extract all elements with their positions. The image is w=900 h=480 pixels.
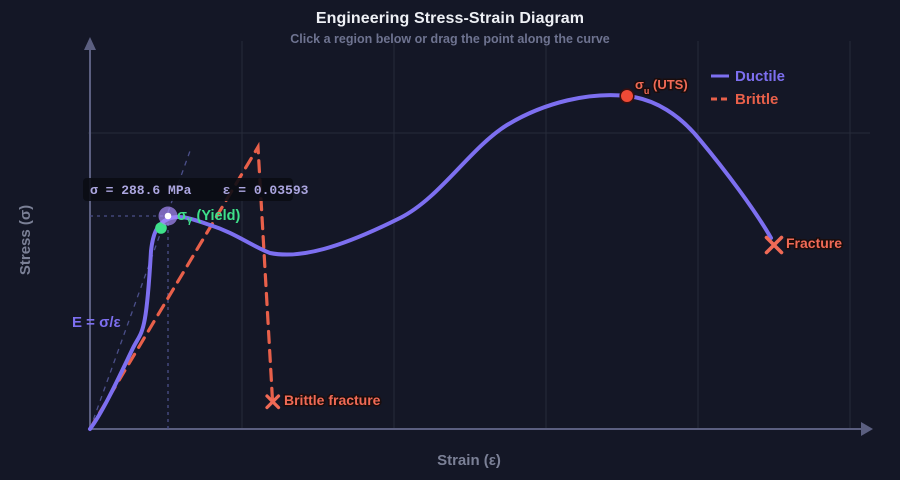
svg-text:σ = 288.6 MPa ε = 0.03593: σ = 288.6 MPa ε = 0.03593 xyxy=(90,183,309,198)
svg-text:Ductile: Ductile xyxy=(735,68,785,85)
svg-text:σu (UTS): σu (UTS) xyxy=(635,77,688,96)
svg-text:Fracture: Fracture xyxy=(786,235,842,251)
svg-text:Brittle fracture: Brittle fracture xyxy=(284,392,381,408)
svg-text:σγ (Yield): σγ (Yield) xyxy=(177,208,240,226)
svg-text:Strain (ε): Strain (ε) xyxy=(437,452,501,469)
svg-text:Brittle: Brittle xyxy=(735,91,778,108)
svg-text:E = σ/ε: E = σ/ε xyxy=(72,314,121,331)
svg-text:Stress (σ): Stress (σ) xyxy=(17,205,34,275)
